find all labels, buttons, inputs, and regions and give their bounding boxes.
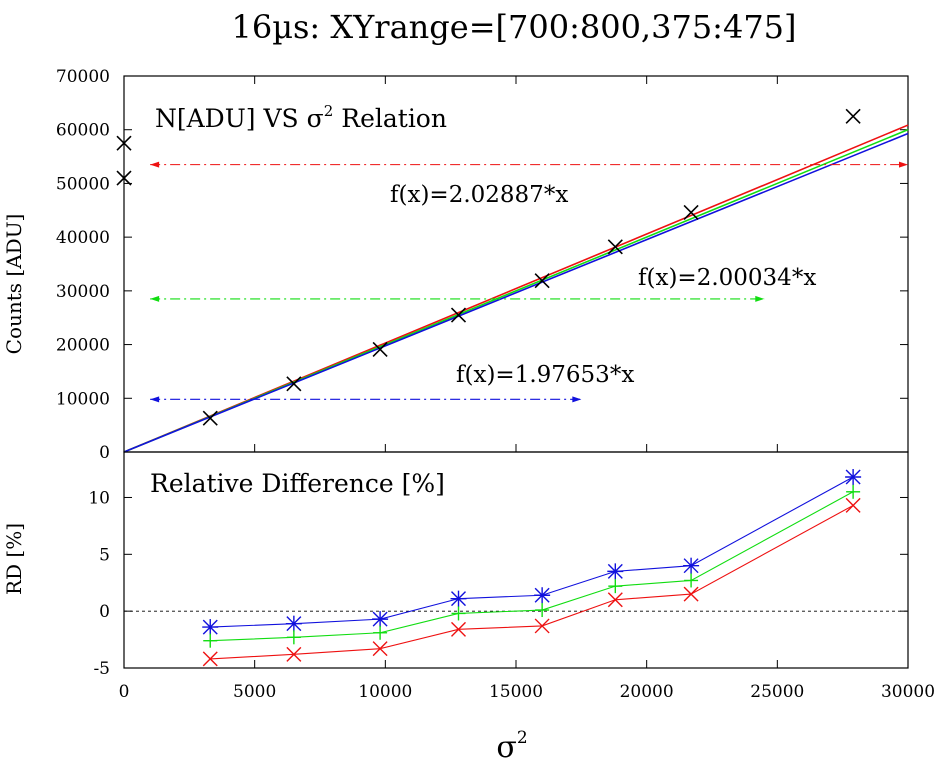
top-y-tick-label: 30000: [56, 282, 110, 302]
fit-label-blue: f(x)=1.97653*x: [456, 362, 634, 388]
top-fit-ranges: [150, 161, 908, 403]
bottom-y-tick-label: 5: [99, 545, 110, 565]
marker-stroke: [845, 497, 861, 513]
marker-stroke: [372, 641, 388, 657]
rd-point-blue: [683, 557, 700, 574]
rd-point-blue: [372, 611, 389, 628]
x-tick-label: 0: [119, 682, 130, 702]
data-point: [372, 341, 388, 357]
rd-point-red: [286, 646, 302, 662]
data-point: [116, 170, 132, 186]
rd-point-green: [451, 606, 466, 621]
data-point: [534, 273, 550, 289]
chart-title: 16µs: XYrange=[700:800,375:475]: [231, 8, 796, 46]
data-point: [116, 135, 132, 151]
rd-point-red: [845, 497, 861, 513]
rd-point-red: [534, 618, 550, 634]
rd-point-green: [684, 573, 699, 588]
x-tick-label: 20000: [620, 682, 674, 702]
rd-point-blue: [845, 469, 862, 486]
data-point-stroke: [845, 108, 861, 124]
data-point: [450, 307, 467, 323]
data-point-stroke: [450, 307, 467, 323]
x-axis-label: σ2: [496, 728, 527, 765]
top-data-points: [116, 108, 861, 426]
rd-series: [202, 469, 862, 667]
data-point-stroke: [683, 204, 699, 220]
rd-point-green: [373, 625, 388, 640]
top-y-tick-label: 60000: [56, 121, 110, 141]
data-point-stroke: [607, 239, 623, 255]
marker-stroke: [683, 586, 699, 602]
rd-point-green: [608, 579, 623, 594]
rd-point-blue: [450, 590, 467, 607]
rd-point-green: [203, 633, 218, 648]
top-y-axis-label: Counts [ADU]: [2, 214, 26, 355]
rd-point-red: [607, 592, 623, 608]
rd-point-green: [535, 603, 550, 618]
rd-point-green: [846, 484, 861, 499]
x-tick-label: 30000: [881, 682, 935, 702]
range-arrow-left-red: [150, 161, 160, 168]
bottom-y-tick-label: -5: [93, 659, 110, 679]
top-panel: N[ADU] VS σ2 Relation Counts [ADU] 0 10000…: [2, 67, 909, 463]
marker-stroke: [202, 651, 218, 667]
data-point-stroke: [116, 170, 132, 186]
top-y-ticks: 0 10000 20000 30000 40000 50000 60000 70000: [56, 67, 908, 463]
top-y-tick-label: 70000: [56, 67, 110, 87]
rd-point-blue: [607, 563, 624, 580]
rd-point-red: [683, 586, 699, 602]
rd-line-red: [210, 504, 854, 660]
rd-point-red: [202, 651, 218, 667]
data-point-stroke: [116, 135, 132, 151]
rd-line-green: [210, 491, 854, 642]
x-tick-label: 25000: [750, 682, 804, 702]
bottom-y-axis-label: RD [%]: [2, 523, 26, 595]
data-point: [607, 239, 623, 255]
x-tick-label: 15000: [489, 682, 543, 702]
top-y-tick-label: 50000: [56, 174, 110, 194]
bottom-panel: Relative Difference [%] RD [%] -5 0 5 10 0 5…: [2, 76, 935, 765]
rd-point-green: [286, 630, 301, 645]
top-y-tick-label: 0: [99, 443, 110, 463]
rd-point-red: [372, 641, 388, 657]
data-point: [683, 204, 699, 220]
rd-point-blue: [534, 587, 551, 604]
data-point: [286, 376, 302, 392]
top-y-tick-label: 10000: [56, 389, 110, 409]
data-point-stroke: [534, 273, 550, 289]
top-panel-title: N[ADU] VS σ2 Relation: [155, 102, 447, 133]
range-arrow-left-blue: [150, 396, 160, 403]
bottom-x-ticks: 0 5000 10000 15000 20000 25000 30000: [119, 76, 935, 702]
data-point-stroke: [372, 341, 388, 357]
top-y-tick-label: 40000: [56, 228, 110, 248]
data-point-stroke: [286, 376, 302, 392]
marker-stroke: [286, 646, 302, 662]
range-arrow-right-blue: [572, 396, 582, 403]
data-point: [845, 108, 861, 124]
marker-stroke: [451, 621, 467, 637]
x-tick-label: 5000: [233, 682, 276, 702]
range-arrow-right-green: [755, 295, 765, 302]
data-point-stroke: [202, 410, 218, 426]
bottom-y-tick-label: 10: [88, 488, 110, 508]
range-arrow-left-green: [150, 295, 160, 302]
rd-line-blue: [210, 476, 854, 628]
range-arrow-right-red: [899, 161, 908, 168]
bottom-y-ticks: -5 0 5 10: [88, 488, 908, 679]
data-point: [202, 410, 218, 426]
marker-stroke: [607, 592, 623, 608]
fit-label-red: f(x)=2.02887*x: [390, 182, 568, 208]
x-tick-label: 10000: [358, 682, 412, 702]
rd-point-blue: [202, 619, 219, 636]
top-y-tick-label: 20000: [56, 336, 110, 356]
bottom-y-tick-label: 0: [99, 602, 110, 622]
marker-stroke: [534, 618, 550, 634]
fit-label-green: f(x)=2.00034*x: [638, 265, 816, 291]
rd-point-blue: [285, 615, 302, 632]
rd-point-red: [451, 621, 467, 637]
bottom-panel-title: Relative Difference [%]: [150, 469, 445, 498]
